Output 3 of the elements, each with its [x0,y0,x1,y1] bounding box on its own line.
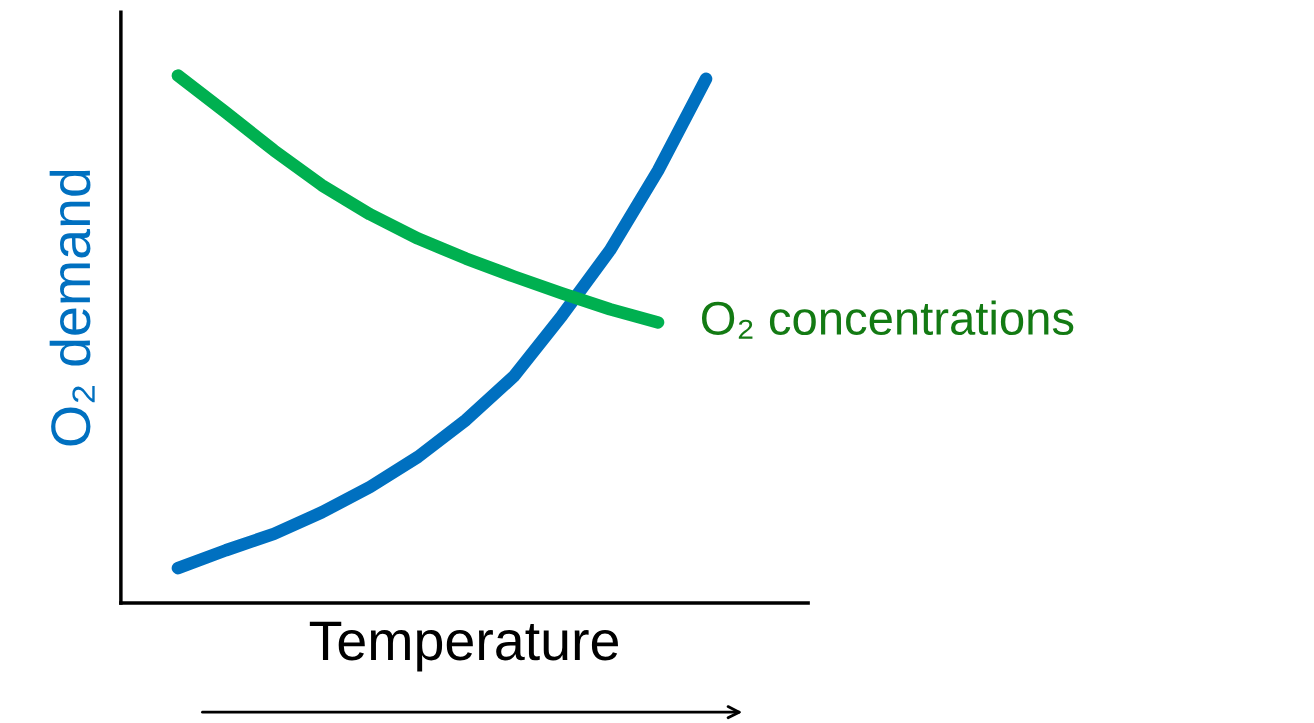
series-label: O₂ concentrations [701,300,1074,339]
x-axis-title: Temperature [309,621,618,672]
y-axis-title: O₂ demand [49,170,95,446]
